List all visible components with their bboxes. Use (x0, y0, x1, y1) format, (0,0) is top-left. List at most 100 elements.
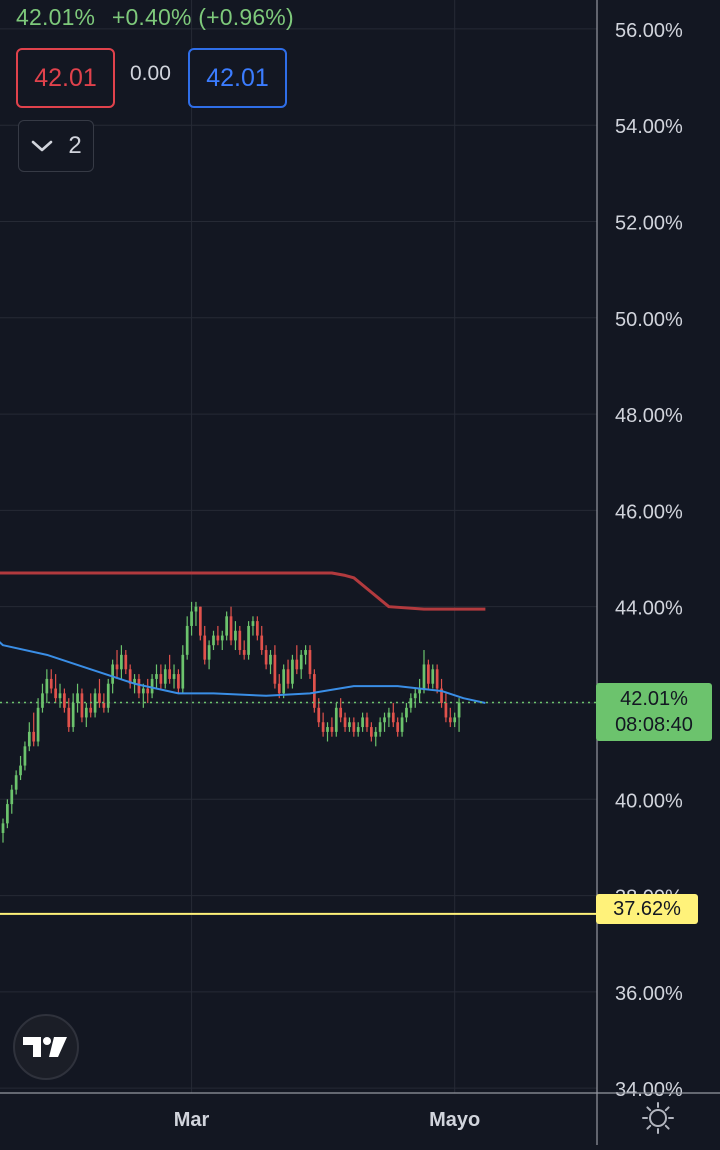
x-tick-label: Mar (174, 1109, 210, 1131)
candle-body (41, 693, 44, 708)
candle (435, 664, 439, 694)
tradingview-logo-icon (23, 1037, 67, 1057)
candle-body (203, 635, 207, 660)
candle (80, 688, 84, 723)
bar-countdown: 08:08:40 (615, 714, 693, 736)
candle-body (80, 693, 84, 718)
candle-body (106, 683, 110, 708)
candle-body (370, 727, 373, 737)
chevron-down-icon (32, 140, 53, 152)
candle-body (255, 621, 259, 636)
candle (383, 712, 386, 732)
candle-body (321, 722, 325, 732)
candle-body (45, 678, 49, 694)
tradingview-logo-button[interactable] (13, 1014, 79, 1080)
last-price: 42.01% (16, 4, 96, 30)
candle (76, 683, 79, 713)
grid-layer (0, 0, 597, 1093)
candle-body (457, 702, 461, 718)
candle-body (190, 611, 193, 626)
candle (453, 712, 457, 728)
level-price-tag: 37.62% (596, 894, 698, 924)
candle (93, 688, 97, 718)
candle-body (343, 717, 347, 728)
gear-icon (642, 1102, 674, 1134)
candle-body (89, 707, 93, 713)
candle (334, 702, 338, 737)
candle (339, 698, 343, 723)
candle-body (198, 606, 202, 636)
candle (141, 683, 145, 708)
candle-body (356, 727, 360, 732)
candle-body (177, 674, 180, 689)
buy-button[interactable]: 42.01 (188, 48, 287, 108)
indicators-count: 2 (68, 132, 82, 159)
candle (229, 606, 233, 646)
ma-lines-layer (0, 571, 597, 915)
candle-body (330, 727, 334, 732)
candle-body (387, 712, 391, 718)
candle (1, 818, 5, 843)
candle (207, 640, 211, 670)
candle (19, 755, 22, 781)
candle (225, 611, 229, 641)
candle-body (264, 650, 268, 665)
candle (247, 621, 250, 660)
candle (356, 722, 360, 737)
candle-body (413, 693, 417, 699)
current-price-label: 42.01% (620, 688, 688, 710)
candle (220, 630, 224, 651)
candle-body (440, 688, 443, 703)
candle (45, 669, 49, 703)
candle-body (260, 635, 264, 651)
candle-body (400, 717, 404, 732)
candle (106, 678, 110, 713)
candle-body (84, 707, 88, 718)
candle-body (32, 731, 36, 742)
candle (49, 669, 53, 694)
candle (282, 664, 286, 699)
y-tick-label: 44.00% (615, 598, 683, 620)
candle-body (334, 707, 338, 732)
candle (361, 712, 364, 732)
candle (58, 683, 62, 708)
candle (168, 654, 172, 684)
sell-button[interactable]: 42.01 (16, 48, 115, 108)
candle-body (36, 707, 40, 742)
candle-body (295, 659, 299, 670)
candle (255, 616, 259, 641)
candle-body (405, 707, 408, 718)
current-price-tag: 42.01% 08:08:40 (596, 683, 712, 741)
candle-body (111, 664, 114, 684)
candle (448, 707, 452, 728)
candle-body (234, 630, 237, 641)
candle-body (435, 669, 439, 689)
candle-body (378, 722, 382, 732)
candle-body (102, 702, 106, 708)
candle (308, 645, 312, 679)
candle (396, 717, 400, 737)
y-tick-label: 50.00% (615, 309, 683, 331)
candle (391, 702, 395, 728)
candle (365, 712, 369, 732)
candle (378, 717, 382, 737)
candle (41, 683, 44, 713)
candle (155, 664, 158, 689)
ma-line-red (0, 571, 486, 611)
candle (185, 616, 189, 660)
indicators-toggle-button[interactable]: 2 (18, 120, 94, 172)
candle-body (194, 606, 198, 612)
candle (172, 664, 176, 689)
candle (159, 664, 163, 689)
candle (163, 664, 167, 689)
candle (387, 707, 391, 728)
y-tick-label: 52.00% (615, 212, 683, 234)
candle-body (247, 625, 250, 655)
candle-body (220, 635, 224, 641)
candle-body (49, 678, 53, 689)
candle (194, 601, 198, 626)
settings-button[interactable] (640, 1100, 676, 1136)
candle (54, 674, 57, 703)
